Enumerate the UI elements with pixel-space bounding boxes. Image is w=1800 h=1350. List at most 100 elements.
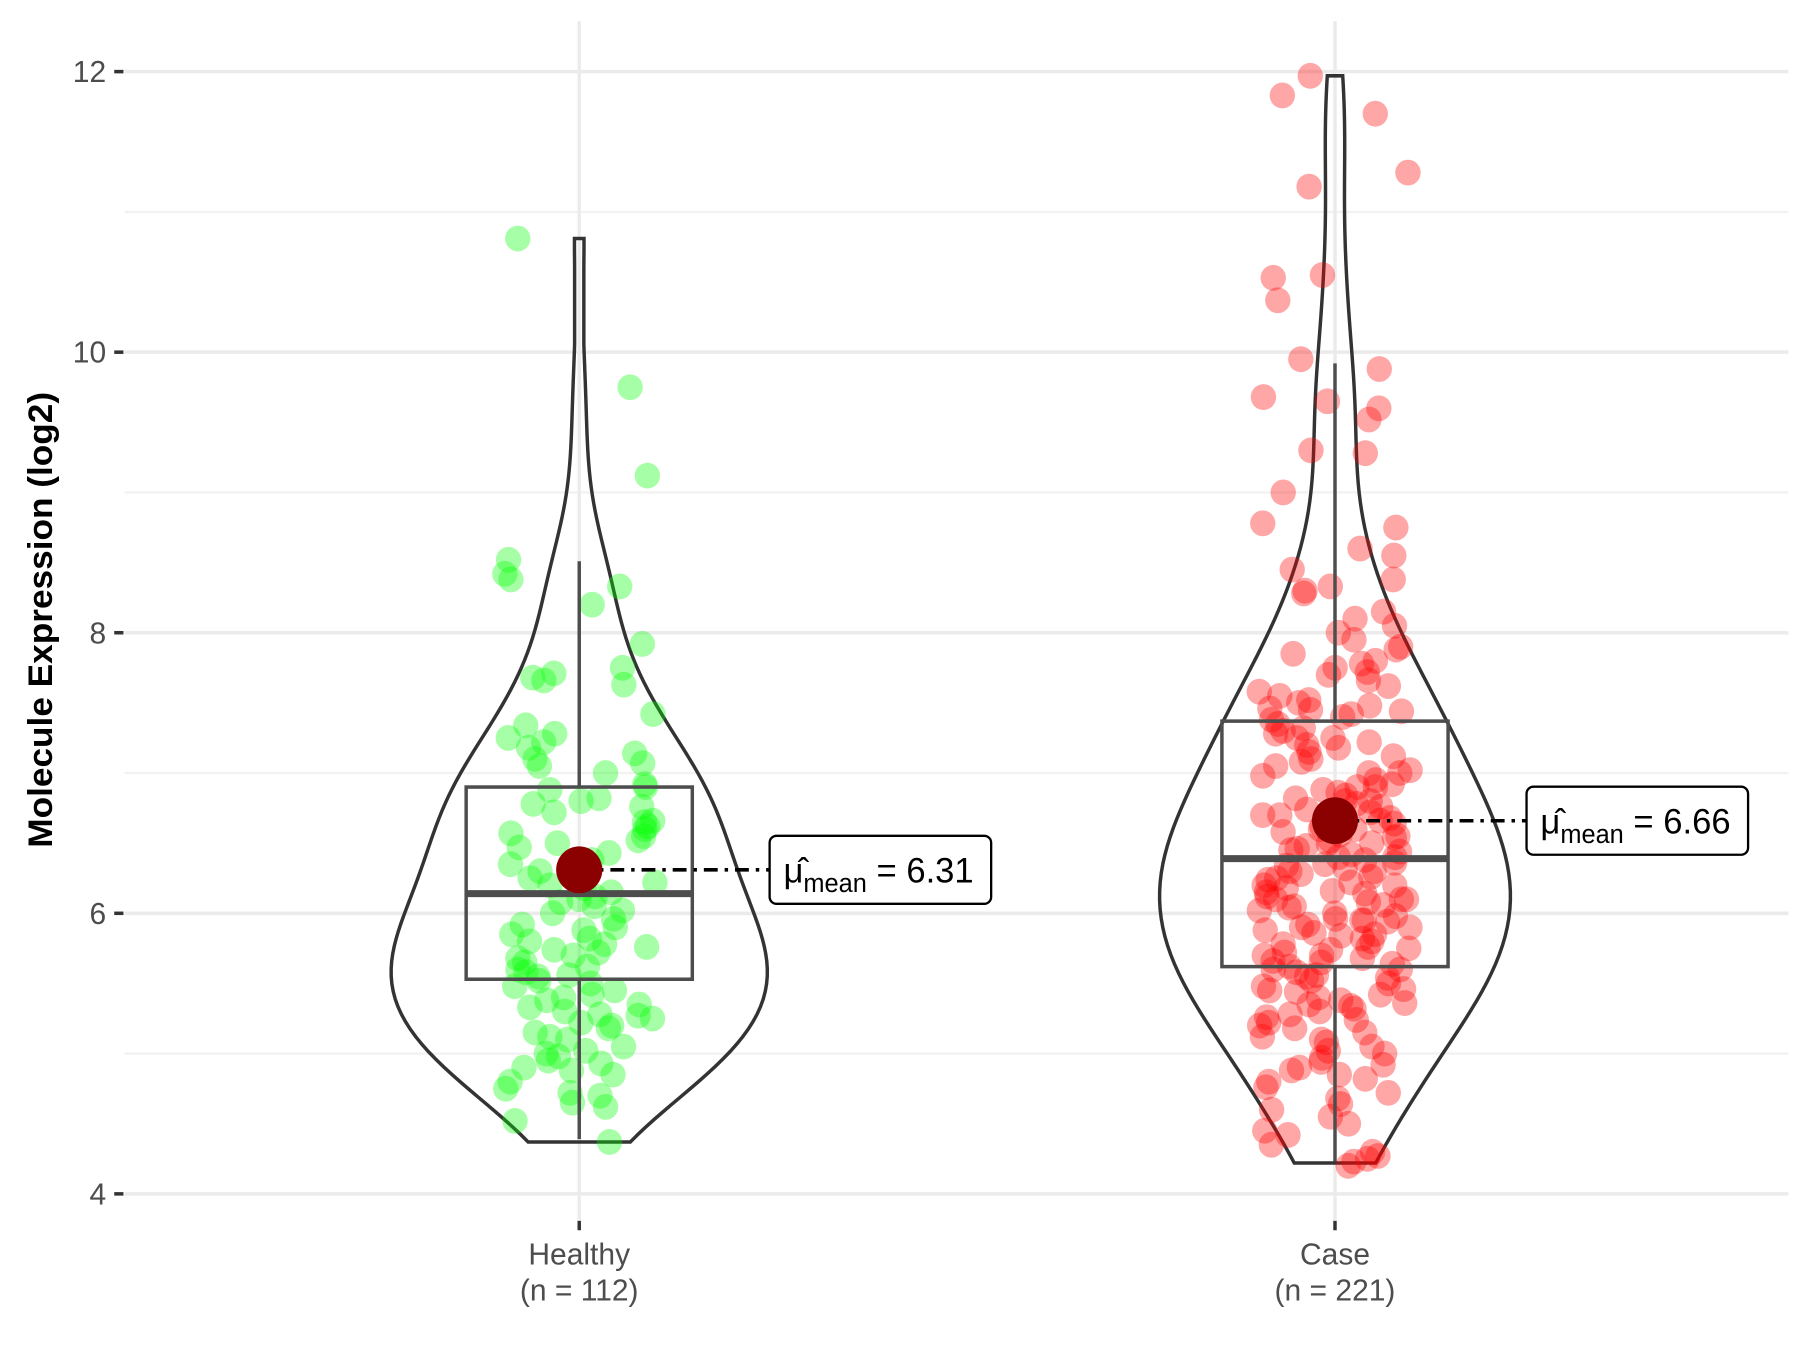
- data-point: [1283, 978, 1310, 1005]
- data-point: [1255, 866, 1281, 893]
- data-point: [1253, 879, 1280, 906]
- data-point: [1260, 956, 1287, 983]
- data-point: [1370, 598, 1397, 625]
- data-point: [1326, 1061, 1353, 1088]
- data-point: [1293, 963, 1320, 990]
- data-point: [609, 897, 636, 924]
- data-point: [1366, 395, 1392, 422]
- data-point: [497, 851, 524, 878]
- data-point: [537, 776, 563, 803]
- data-point: [1348, 650, 1375, 677]
- data-point: [1296, 173, 1322, 200]
- data-point: [1278, 1057, 1305, 1084]
- data-point: [535, 1047, 562, 1074]
- data-point: [522, 1019, 548, 1046]
- data-point: [576, 925, 603, 952]
- data-point: [577, 970, 604, 997]
- data-point: [1317, 573, 1344, 600]
- data-point: [1279, 556, 1305, 583]
- mean-subscript: mean: [1560, 821, 1623, 849]
- x-tick-label: Healthy: [528, 1238, 631, 1271]
- data-point: [1246, 1012, 1273, 1039]
- data-point: [512, 949, 538, 976]
- data-point: [1319, 877, 1346, 904]
- data-point: [1380, 743, 1407, 770]
- data-point: [1246, 897, 1273, 924]
- data-point: [1322, 900, 1348, 927]
- data-point: [1341, 626, 1367, 653]
- data-point: [554, 1026, 581, 1053]
- data-point: [1282, 785, 1309, 812]
- data-point: [1375, 970, 1402, 997]
- data-point: [1253, 1074, 1279, 1101]
- data-point: [505, 956, 531, 983]
- x-tick-label: Case: [1300, 1238, 1370, 1271]
- data-point: [1288, 748, 1315, 775]
- data-point: [1387, 633, 1414, 660]
- x-tick-n-label: (n = 221): [1275, 1274, 1396, 1307]
- data-point: [1262, 720, 1289, 747]
- data-point: [1275, 1122, 1301, 1148]
- data-point: [1393, 886, 1420, 913]
- data-point: [1383, 636, 1409, 663]
- data-point: [596, 840, 622, 866]
- data-point: [1343, 1007, 1370, 1033]
- data-point: [1250, 973, 1277, 1000]
- data-point: [493, 1075, 519, 1102]
- data-point: [1347, 535, 1373, 562]
- data-point: [1351, 907, 1377, 934]
- data-point: [1298, 437, 1324, 464]
- data-point: [1335, 1110, 1362, 1137]
- data-point: [1271, 939, 1298, 966]
- data-point: [1264, 865, 1290, 892]
- data-point: [602, 914, 629, 941]
- x-axis: Healthy(n = 112) Case(n = 221): [520, 1220, 1396, 1308]
- data-point: [1285, 689, 1312, 716]
- data-point: [1257, 977, 1283, 1004]
- data-point: [611, 671, 637, 698]
- data-point: [642, 869, 668, 896]
- data-point: [639, 807, 666, 834]
- data-point: [1286, 1054, 1313, 1081]
- data-point: [511, 1054, 537, 1081]
- data-point: [1352, 880, 1378, 907]
- mean-label: μ̂mean = 6.31: [783, 851, 973, 898]
- data-point: [502, 1108, 528, 1134]
- data-point: [1252, 917, 1278, 944]
- data-point: [526, 753, 553, 779]
- data-point: [505, 945, 531, 972]
- data-point: [1303, 962, 1330, 988]
- data-point: [1349, 925, 1376, 952]
- data-point: [595, 1015, 622, 1042]
- violin-healthy: [389, 236, 770, 1144]
- data-point: [1281, 893, 1307, 920]
- data-point: [1270, 479, 1296, 506]
- data-point: [1255, 1009, 1282, 1036]
- data-point: [596, 1129, 623, 1155]
- data-point: [1352, 440, 1378, 467]
- data-point: [591, 931, 618, 958]
- y-tick-label: 10: [73, 337, 106, 370]
- data-point: [1390, 976, 1417, 1002]
- data-point: [531, 667, 557, 694]
- data-point: [1308, 1026, 1335, 1053]
- data-point: [556, 962, 582, 988]
- data-point: [1325, 734, 1352, 761]
- data-point: [1269, 82, 1296, 109]
- mean-subscript: mean: [803, 870, 866, 898]
- data-point: [634, 813, 661, 840]
- data-point: [599, 1012, 625, 1039]
- data-point: [1370, 1051, 1396, 1078]
- data-point: [498, 566, 524, 593]
- data-point: [1380, 566, 1406, 593]
- data-point: [1354, 659, 1380, 685]
- data-point: [625, 827, 651, 854]
- data-point: [1349, 907, 1375, 934]
- data-point: [495, 546, 522, 573]
- data-point: [1362, 647, 1389, 674]
- data-point: [1366, 356, 1392, 382]
- data-point: [1313, 1029, 1340, 1056]
- data-point: [539, 900, 566, 927]
